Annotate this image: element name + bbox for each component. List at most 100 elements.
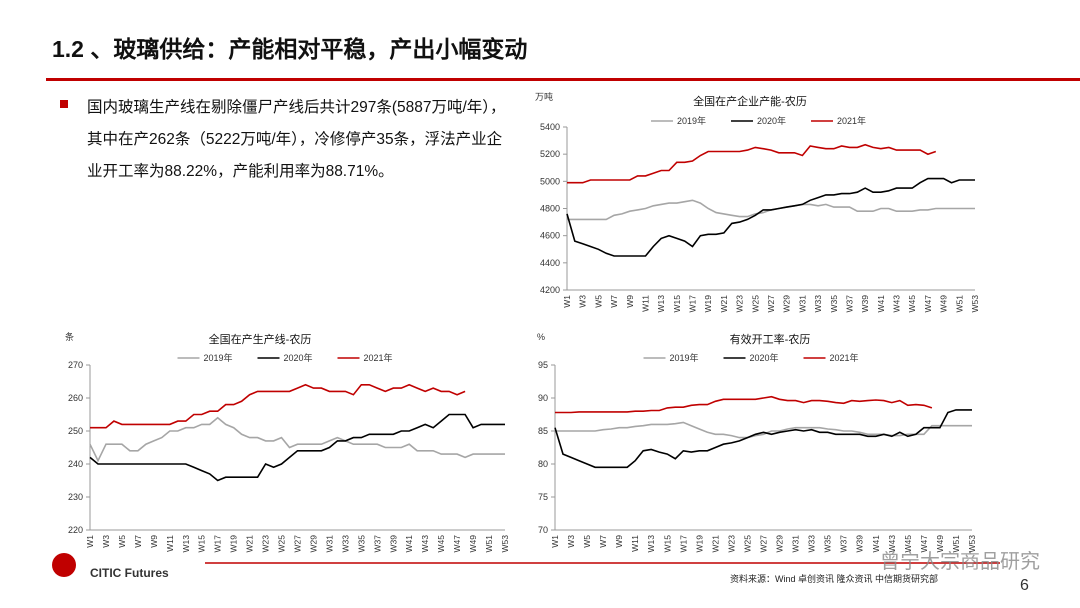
series-line [567, 143, 937, 184]
x-tick-label: W29 [775, 535, 785, 553]
x-tick-label: W39 [855, 535, 865, 553]
x-tick-label: W27 [766, 295, 776, 313]
x-tick-label: W3 [578, 295, 588, 308]
y-tick-label: 230 [68, 492, 83, 502]
y-tick-label: 70 [538, 525, 548, 535]
x-tick-label: W53 [970, 295, 980, 313]
x-tick-label: W23 [735, 295, 745, 313]
x-tick-label: W13 [646, 535, 656, 553]
x-tick-label: W31 [797, 295, 807, 313]
y-tick-label: 4400 [540, 258, 560, 268]
y-tick-label: 270 [68, 360, 83, 370]
x-tick-label: W13 [181, 535, 191, 553]
x-tick-label: W3 [101, 535, 111, 548]
chart-title: 全国在产生产线-农历 [209, 332, 312, 346]
legend-label: 2021年 [830, 352, 859, 363]
legend-label: 2019年 [677, 115, 706, 126]
x-tick-label: W33 [807, 535, 817, 553]
y-tick-label: 80 [538, 459, 548, 469]
x-tick-label: W53 [500, 535, 510, 553]
y-tick-label: 85 [538, 426, 548, 436]
x-tick-label: W19 [229, 535, 239, 553]
x-tick-label: W11 [640, 295, 650, 312]
x-tick-label: W47 [919, 535, 929, 553]
x-tick-label: W35 [829, 295, 839, 313]
x-tick-label: W7 [133, 535, 143, 548]
x-tick-label: W43 [892, 295, 902, 313]
x-tick-label: W21 [719, 295, 729, 313]
y-tick-label: 5200 [540, 149, 560, 159]
x-tick-label: W17 [213, 535, 223, 553]
x-tick-label: W45 [436, 535, 446, 553]
x-tick-label: W25 [277, 535, 287, 553]
y-tick-label: 5400 [540, 122, 560, 132]
x-tick-label: W39 [388, 535, 398, 553]
x-tick-label: W51 [951, 535, 961, 553]
legend-label: 2020年 [284, 352, 313, 363]
x-tick-label: W51 [954, 295, 964, 313]
y-tick-label: 250 [68, 426, 83, 436]
x-tick-label: W7 [598, 535, 608, 548]
legend-label: 2019年 [204, 352, 233, 363]
x-tick-label: W43 [887, 535, 897, 553]
logo-mark [52, 553, 76, 577]
y-unit: 万吨 [535, 91, 553, 102]
x-tick-label: W1 [550, 535, 560, 548]
x-tick-label: W37 [372, 535, 382, 553]
y-tick-label: 4200 [540, 285, 560, 295]
legend-label: 2019年 [670, 352, 699, 363]
x-tick-label: W5 [593, 295, 603, 308]
y-tick-label: 220 [68, 525, 83, 535]
y-tick-label: 75 [538, 492, 548, 502]
x-tick-label: W45 [907, 295, 917, 313]
x-tick-label: W3 [566, 535, 576, 548]
x-tick-label: W39 [860, 295, 870, 313]
x-tick-label: W19 [694, 535, 704, 553]
x-tick-label: W37 [844, 295, 854, 313]
x-tick-label: W15 [662, 535, 672, 553]
x-tick-label: W29 [308, 535, 318, 553]
y-tick-label: 4600 [540, 231, 560, 241]
x-tick-label: W47 [452, 535, 462, 553]
x-tick-label: W19 [703, 295, 713, 313]
x-tick-label: W29 [782, 295, 792, 313]
x-tick-label: W31 [791, 535, 801, 553]
x-tick-label: W15 [672, 295, 682, 313]
x-tick-label: W49 [939, 295, 949, 313]
x-tick-label: W27 [293, 535, 303, 553]
y-tick-label: 5000 [540, 176, 560, 186]
x-tick-label: W17 [678, 535, 688, 553]
x-tick-label: W53 [967, 535, 977, 553]
bullet-text: 国内玻璃生产线在剔除僵尸产线后共计297条(5887万吨/年），其中在产262条… [87, 99, 506, 180]
x-tick-label: W23 [261, 535, 271, 553]
x-tick-label: W11 [165, 535, 175, 552]
x-tick-label: W1 [562, 295, 572, 308]
title-rule [46, 78, 1080, 81]
x-tick-label: W9 [149, 535, 159, 548]
x-tick-label: W41 [871, 535, 881, 553]
x-tick-label: W33 [340, 535, 350, 553]
series-line [90, 383, 466, 429]
legend-label: 2020年 [750, 352, 779, 363]
y-tick-label: 4800 [540, 204, 560, 214]
series-line [554, 409, 972, 469]
y-tick-label: 95 [538, 360, 548, 370]
x-tick-label: W5 [117, 535, 127, 548]
y-unit: % [537, 332, 545, 342]
x-tick-label: W23 [726, 535, 736, 553]
x-tick-label: W27 [759, 535, 769, 553]
x-tick-label: W11 [630, 535, 640, 552]
bullet-marker [60, 100, 68, 108]
logo-text: CITIC Futures [90, 566, 169, 580]
x-tick-label: W51 [484, 535, 494, 553]
page-number: 6 [1020, 577, 1029, 594]
x-tick-label: W7 [609, 295, 619, 308]
series-line [555, 395, 933, 414]
y-tick-label: 260 [68, 393, 83, 403]
legend-label: 2020年 [757, 115, 786, 126]
series-line [555, 421, 972, 439]
x-tick-label: W1 [85, 535, 95, 548]
watermark: 曾宁大宗商品研究 [880, 550, 1040, 573]
source-note: 资料来源：Wind 卓创资讯 隆众资讯 中信期货研究部 [730, 573, 938, 584]
